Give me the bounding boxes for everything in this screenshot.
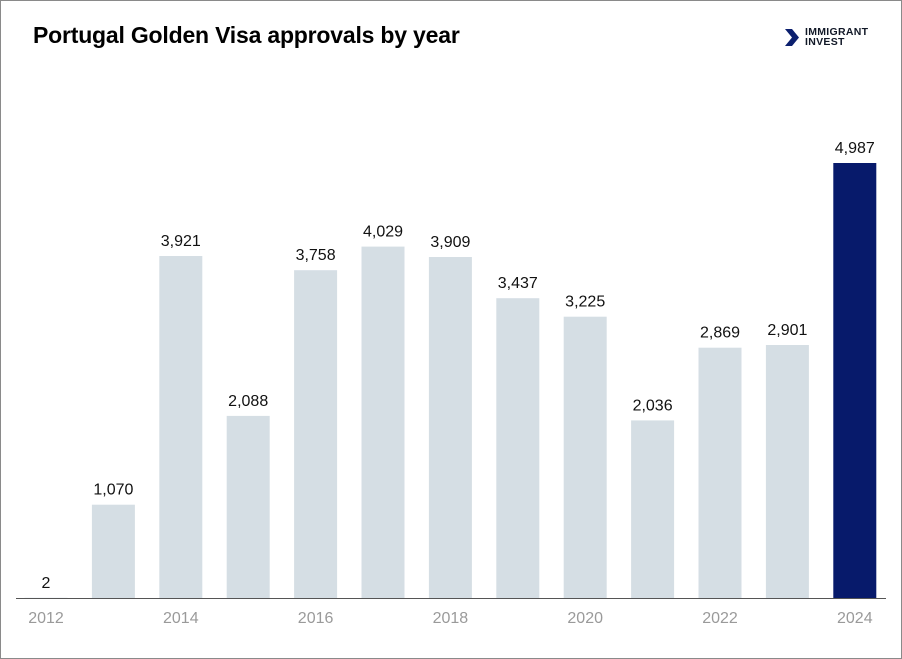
brand-line2: INVEST <box>805 36 845 48</box>
data-label-2018: 3,909 <box>430 234 470 251</box>
bar-2020 <box>563 316 607 598</box>
brand-logo: IMMIGRANT INVEST <box>784 27 868 47</box>
data-label-2020: 3,225 <box>565 294 605 311</box>
x-tick-label-2018: 2018 <box>433 610 469 627</box>
data-label-2014: 3,921 <box>161 233 201 250</box>
bar-2014 <box>159 256 203 598</box>
data-label-2015: 2,088 <box>228 393 268 410</box>
chart-title: Portugal Golden Visa approvals by year <box>33 22 460 48</box>
data-label-2021: 2,036 <box>633 397 673 414</box>
bar-2021 <box>631 420 675 598</box>
data-label-2013: 1,070 <box>93 482 133 499</box>
x-tick-label-2016: 2016 <box>298 610 334 627</box>
bar-2015 <box>226 415 270 598</box>
data-label-2012: 2 <box>42 575 51 592</box>
x-tick-label-2022: 2022 <box>702 610 738 627</box>
bar-2023 <box>765 345 809 598</box>
bar-2017 <box>361 246 405 598</box>
data-label-2023: 2,901 <box>767 322 807 339</box>
brand-chevron-icon <box>785 28 799 46</box>
brand-name: IMMIGRANT INVEST <box>805 26 869 48</box>
bar-2016 <box>294 270 338 598</box>
bar-2019 <box>496 298 540 598</box>
x-tick-label-2014: 2014 <box>163 610 199 627</box>
x-tick-label-2024: 2024 <box>837 610 873 627</box>
brand-line1: IMMIGRANT <box>805 26 869 38</box>
x-tick-label-2012: 2012 <box>28 610 64 627</box>
bar-2024 <box>833 163 877 598</box>
bar-2018 <box>428 257 472 598</box>
data-label-2022: 2,869 <box>700 325 740 342</box>
data-label-2019: 3,437 <box>498 275 538 292</box>
x-tick-label-2020: 2020 <box>567 610 603 627</box>
data-label-2024: 4,987 <box>835 140 875 157</box>
bar-2022 <box>698 347 742 598</box>
data-label-2016: 3,758 <box>296 247 336 264</box>
bar-2013 <box>91 504 135 598</box>
data-label-2017: 4,029 <box>363 224 403 241</box>
